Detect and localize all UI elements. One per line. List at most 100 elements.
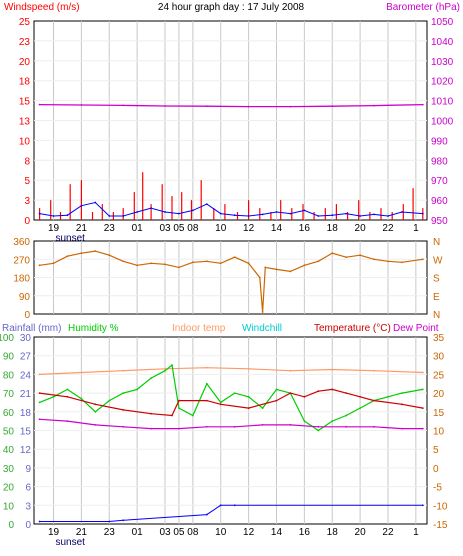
temperature-line-point-14 <box>331 388 334 391</box>
x-tick-label-0-0: 19 <box>48 223 60 234</box>
wind-y-tick-4: 15 <box>19 97 31 108</box>
humidity-y-tick-5: 50 <box>3 427 15 438</box>
wind-y-tick-7: 8 <box>24 156 30 167</box>
rainfall-line-point-3 <box>205 513 208 516</box>
wind-average-line-point-12 <box>205 203 208 206</box>
temperature-line-point-19 <box>421 407 424 409</box>
temperature-line-point-17 <box>373 399 375 402</box>
wind-direction-line-point-23 <box>331 252 334 255</box>
wind-direction-line-point-27 <box>387 260 389 263</box>
rain-y-tick-6: 12 <box>20 445 32 456</box>
wind-average-line-point-0 <box>38 212 41 215</box>
wind-direction-line-point-29 <box>421 258 424 261</box>
wind-average-line-point-18 <box>289 212 292 215</box>
humidity-y-tick-4: 60 <box>3 408 15 419</box>
temp-y-tick-4: 15 <box>433 408 445 419</box>
temperature-line <box>39 388 423 417</box>
temperature-line-point-3 <box>122 409 125 411</box>
x-tick-label-0-14: 1 <box>413 223 419 234</box>
wind-direction-line-point-22 <box>317 260 320 263</box>
temperature-line-point-10 <box>275 399 278 402</box>
indoor-temp-line-point-7 <box>331 368 334 371</box>
wind-y-tick-5: 13 <box>19 117 31 128</box>
wind-direction-line-point-1 <box>52 262 55 265</box>
rain-y-tick-2: 24 <box>20 370 32 381</box>
humidity-y-tick-3: 70 <box>3 389 15 400</box>
humidity-line-point-16 <box>247 395 250 398</box>
wind-direction-line-point-7 <box>136 264 139 267</box>
temp-y-tick-2: 25 <box>433 370 445 381</box>
wind-direction-line-point-17 <box>261 311 264 313</box>
wind-average-line-point-11 <box>192 209 194 212</box>
humidity-line-point-27 <box>401 392 403 394</box>
baro-y-tick-10: 950 <box>431 216 448 227</box>
wind-direction-line-point-26 <box>373 258 375 261</box>
temp-y-tick-1: 30 <box>433 352 445 363</box>
wind-average-line-point-22 <box>345 212 348 215</box>
dir-y-tick-2: 180 <box>13 274 30 285</box>
x-tick-label-1-6: 08 <box>187 527 199 538</box>
dewpoint-line-point-4 <box>150 427 153 430</box>
wind-direction-line <box>39 250 423 313</box>
wind-average-line-point-5 <box>108 215 111 217</box>
x-tick-label-0-4: 03 <box>159 223 171 234</box>
baro-y-tick-3: 1020 <box>431 77 454 88</box>
legend-dewpoint: Dew Point <box>393 323 439 334</box>
temperature-line-point-15 <box>345 392 348 394</box>
wind-direction-line-point-0 <box>38 264 41 267</box>
wind-average-line-point-1 <box>52 215 55 217</box>
indoor-temp-line-point-6 <box>289 369 292 372</box>
dewpoint-line-point-10 <box>317 425 320 428</box>
baro-y-tick-2: 1030 <box>431 57 454 68</box>
baro-y-tick-6: 990 <box>431 136 448 147</box>
temperature-line-point-2 <box>94 403 97 406</box>
barometer-line <box>39 103 423 108</box>
dir-compass-tick-4: N <box>433 310 440 321</box>
humidity-y-tick-2: 80 <box>3 370 15 381</box>
x-tick-label-0-13: 22 <box>382 223 394 234</box>
dewpoint-line-point-14 <box>421 427 424 430</box>
wind-y-tick-1: 23 <box>19 37 31 48</box>
wind-average-line-point-21 <box>331 214 334 217</box>
baro-y-tick-5: 1000 <box>431 117 454 128</box>
wind-direction-line-point-4 <box>94 250 97 253</box>
rain-y-tick-9: 3 <box>25 501 31 512</box>
humidity-y-tick-10: 0 <box>8 520 14 531</box>
humidity-line-point-14 <box>219 401 222 404</box>
indoor-temp-line-point-4 <box>205 366 208 369</box>
dir-y-tick-0: 360 <box>13 237 30 248</box>
indoor-temp-line-point-8 <box>373 369 375 372</box>
baro-y-tick-7: 980 <box>431 156 448 167</box>
rain-y-tick-7: 9 <box>25 464 31 475</box>
dewpoint-line-point-5 <box>178 427 180 430</box>
wind-average-line-point-15 <box>247 215 250 217</box>
dewpoint-line-point-13 <box>401 427 403 430</box>
barometer-line-point-0 <box>38 103 41 106</box>
x-tick-label-1-0: 19 <box>48 527 60 538</box>
x-tick-label-0-3: 01 <box>132 223 144 234</box>
dewpoint-line-point-1 <box>66 420 69 422</box>
dewpoint-line-point-2 <box>94 424 97 426</box>
indoor-temp-line-point-9 <box>421 371 424 374</box>
temperature-line-point-18 <box>401 403 403 406</box>
humidity-line-point-13 <box>205 382 208 385</box>
humidity-line-point-21 <box>317 429 320 432</box>
humidity-line-point-3 <box>80 397 83 400</box>
x-tick-label-0-9: 14 <box>271 223 283 234</box>
rain-y-tick-5: 15 <box>20 427 32 438</box>
wind-direction-line-point-8 <box>150 262 153 265</box>
wind-average-line-point-4 <box>94 201 97 204</box>
wind-direction-line-point-3 <box>80 252 83 255</box>
humidity-line-point-8 <box>150 377 153 379</box>
humidity-line-point-6 <box>122 392 125 394</box>
rainfall-line-point-5 <box>233 504 236 507</box>
x-tick-label-1-5: 05 <box>173 527 185 538</box>
humidity-line-point-10 <box>171 364 173 366</box>
barometer-line-point-1 <box>80 104 83 106</box>
dir-y-tick-3: 90 <box>19 292 31 303</box>
barometer-line-point-2 <box>122 104 125 107</box>
x-tick-label-1-14: 1 <box>413 527 419 538</box>
barometer-line-point-5 <box>247 105 250 108</box>
